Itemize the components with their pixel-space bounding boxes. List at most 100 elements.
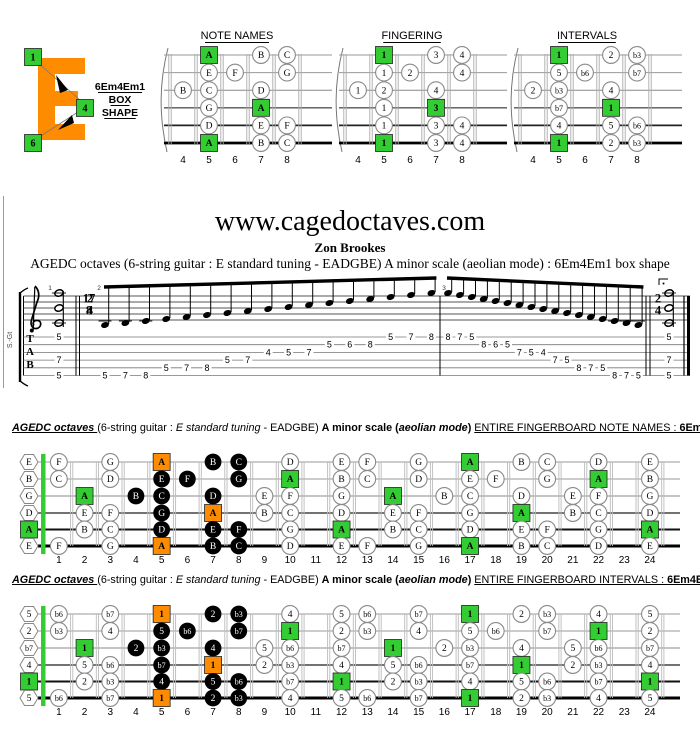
label: b7 xyxy=(106,694,114,703)
label: E xyxy=(467,475,473,485)
note-marker: D xyxy=(332,504,351,522)
label: 4 xyxy=(460,122,465,132)
note-marker: b7 xyxy=(628,63,646,82)
label: b3 xyxy=(633,139,641,148)
note-marker: G xyxy=(153,504,171,522)
fret-number: 14 xyxy=(387,555,399,566)
label: 2 xyxy=(648,627,653,637)
label: b7 xyxy=(106,610,114,619)
header-segment: ( xyxy=(395,574,399,586)
label: A xyxy=(467,542,474,552)
label: 1 xyxy=(519,661,524,671)
label: b7 xyxy=(646,644,654,653)
note-marker: C xyxy=(278,46,296,64)
label: 4 xyxy=(460,51,465,61)
label: 2 xyxy=(339,627,344,637)
label: 1 xyxy=(468,694,473,704)
note-marker: 1 xyxy=(152,689,171,707)
header-segment: AGEDC octaves xyxy=(12,574,98,586)
note-marker: 4 xyxy=(281,605,300,623)
note-marker: b7 xyxy=(589,672,608,691)
note-marker: 2 xyxy=(512,605,531,623)
note-marker: 2 xyxy=(255,656,274,674)
label: 5 xyxy=(391,661,396,671)
note-marker: C xyxy=(49,470,68,488)
tab-number: 5 xyxy=(666,371,671,381)
note-marker: B xyxy=(174,81,192,100)
label: G xyxy=(544,475,551,485)
note-marker: b6 xyxy=(628,116,646,135)
label: 3 xyxy=(434,139,439,149)
note-marker: D xyxy=(461,520,479,539)
note-marker: C xyxy=(538,453,557,471)
label: F xyxy=(284,122,289,132)
note-marker: 4 xyxy=(204,639,222,657)
label: B xyxy=(258,51,264,61)
octave-chord xyxy=(662,289,676,327)
label: A xyxy=(158,542,165,552)
note-marker: C xyxy=(461,487,479,505)
tab-number: 5 xyxy=(225,355,230,365)
label: A xyxy=(206,139,213,149)
label: 2 xyxy=(531,86,536,96)
note-marker: b6 xyxy=(358,605,377,623)
note-marker: E xyxy=(153,470,171,488)
tab-number: 7 xyxy=(408,332,413,342)
label: E xyxy=(159,475,165,485)
label: C xyxy=(595,509,601,519)
note-marker: B xyxy=(435,487,454,505)
label: b7 xyxy=(286,678,294,687)
small-diagram-intervals: INTERVALS 1 2 b3 5 b6 b7 2 b3 4 b7 1 4 5 b6 1 2 b3 4 5 6 7 8 xyxy=(510,30,682,166)
label: 5 xyxy=(557,69,562,79)
note-marker: E xyxy=(19,454,39,470)
header-segment: - EADGBE) xyxy=(260,574,322,586)
label: G xyxy=(26,492,33,502)
label: 2 xyxy=(27,627,32,637)
label: 4 xyxy=(557,122,562,132)
label: 4 xyxy=(609,86,614,96)
note-marker: 2 xyxy=(640,622,659,640)
header-segment: ENTIRE FINGERBOARD NOTE NAMES : xyxy=(474,422,680,434)
label: A xyxy=(518,509,525,519)
note-marker: C xyxy=(358,470,377,488)
fret-number: 23 xyxy=(619,707,631,718)
author-name: Zon Brookes xyxy=(314,240,386,255)
note-marker: G xyxy=(409,537,428,555)
note-marker: A xyxy=(204,504,222,522)
note-marker: b6 xyxy=(101,656,120,674)
note-marker: E xyxy=(200,63,218,82)
label: G xyxy=(595,526,602,536)
part-label: S.-Gt xyxy=(7,332,14,348)
fret-number: 11 xyxy=(311,555,322,566)
note-marker: D xyxy=(153,521,171,538)
label: b6 xyxy=(106,661,114,670)
tab-number: 5 xyxy=(505,340,510,350)
note-marker: 1 xyxy=(461,689,479,707)
note-marker: G xyxy=(101,453,120,471)
note-marker: C xyxy=(101,520,120,539)
header-segment: aeolian mode xyxy=(398,422,468,434)
note-marker: G xyxy=(281,520,300,539)
label: G xyxy=(107,458,114,468)
fret-number: 13 xyxy=(362,555,374,566)
note-marker: F xyxy=(49,537,68,555)
note-marker: 2 xyxy=(127,639,145,657)
header-segment: ( xyxy=(395,422,399,434)
label: b7 xyxy=(25,644,33,653)
note-marker: 3 xyxy=(427,134,445,152)
note-marker: 1 xyxy=(550,46,568,64)
note-marker: G xyxy=(461,504,479,522)
label: D xyxy=(595,458,602,468)
finger-marker: 1 xyxy=(24,48,42,66)
note-marker: 5 xyxy=(153,622,171,640)
label: 4 xyxy=(159,678,164,688)
label: b3 xyxy=(543,694,551,703)
label: B xyxy=(570,509,576,519)
label: 1 xyxy=(288,627,293,637)
note-marker: G xyxy=(640,487,659,505)
note-marker: b6 xyxy=(178,622,196,640)
label: D xyxy=(158,526,165,536)
label: B xyxy=(647,475,653,485)
label: 2 xyxy=(211,610,216,620)
